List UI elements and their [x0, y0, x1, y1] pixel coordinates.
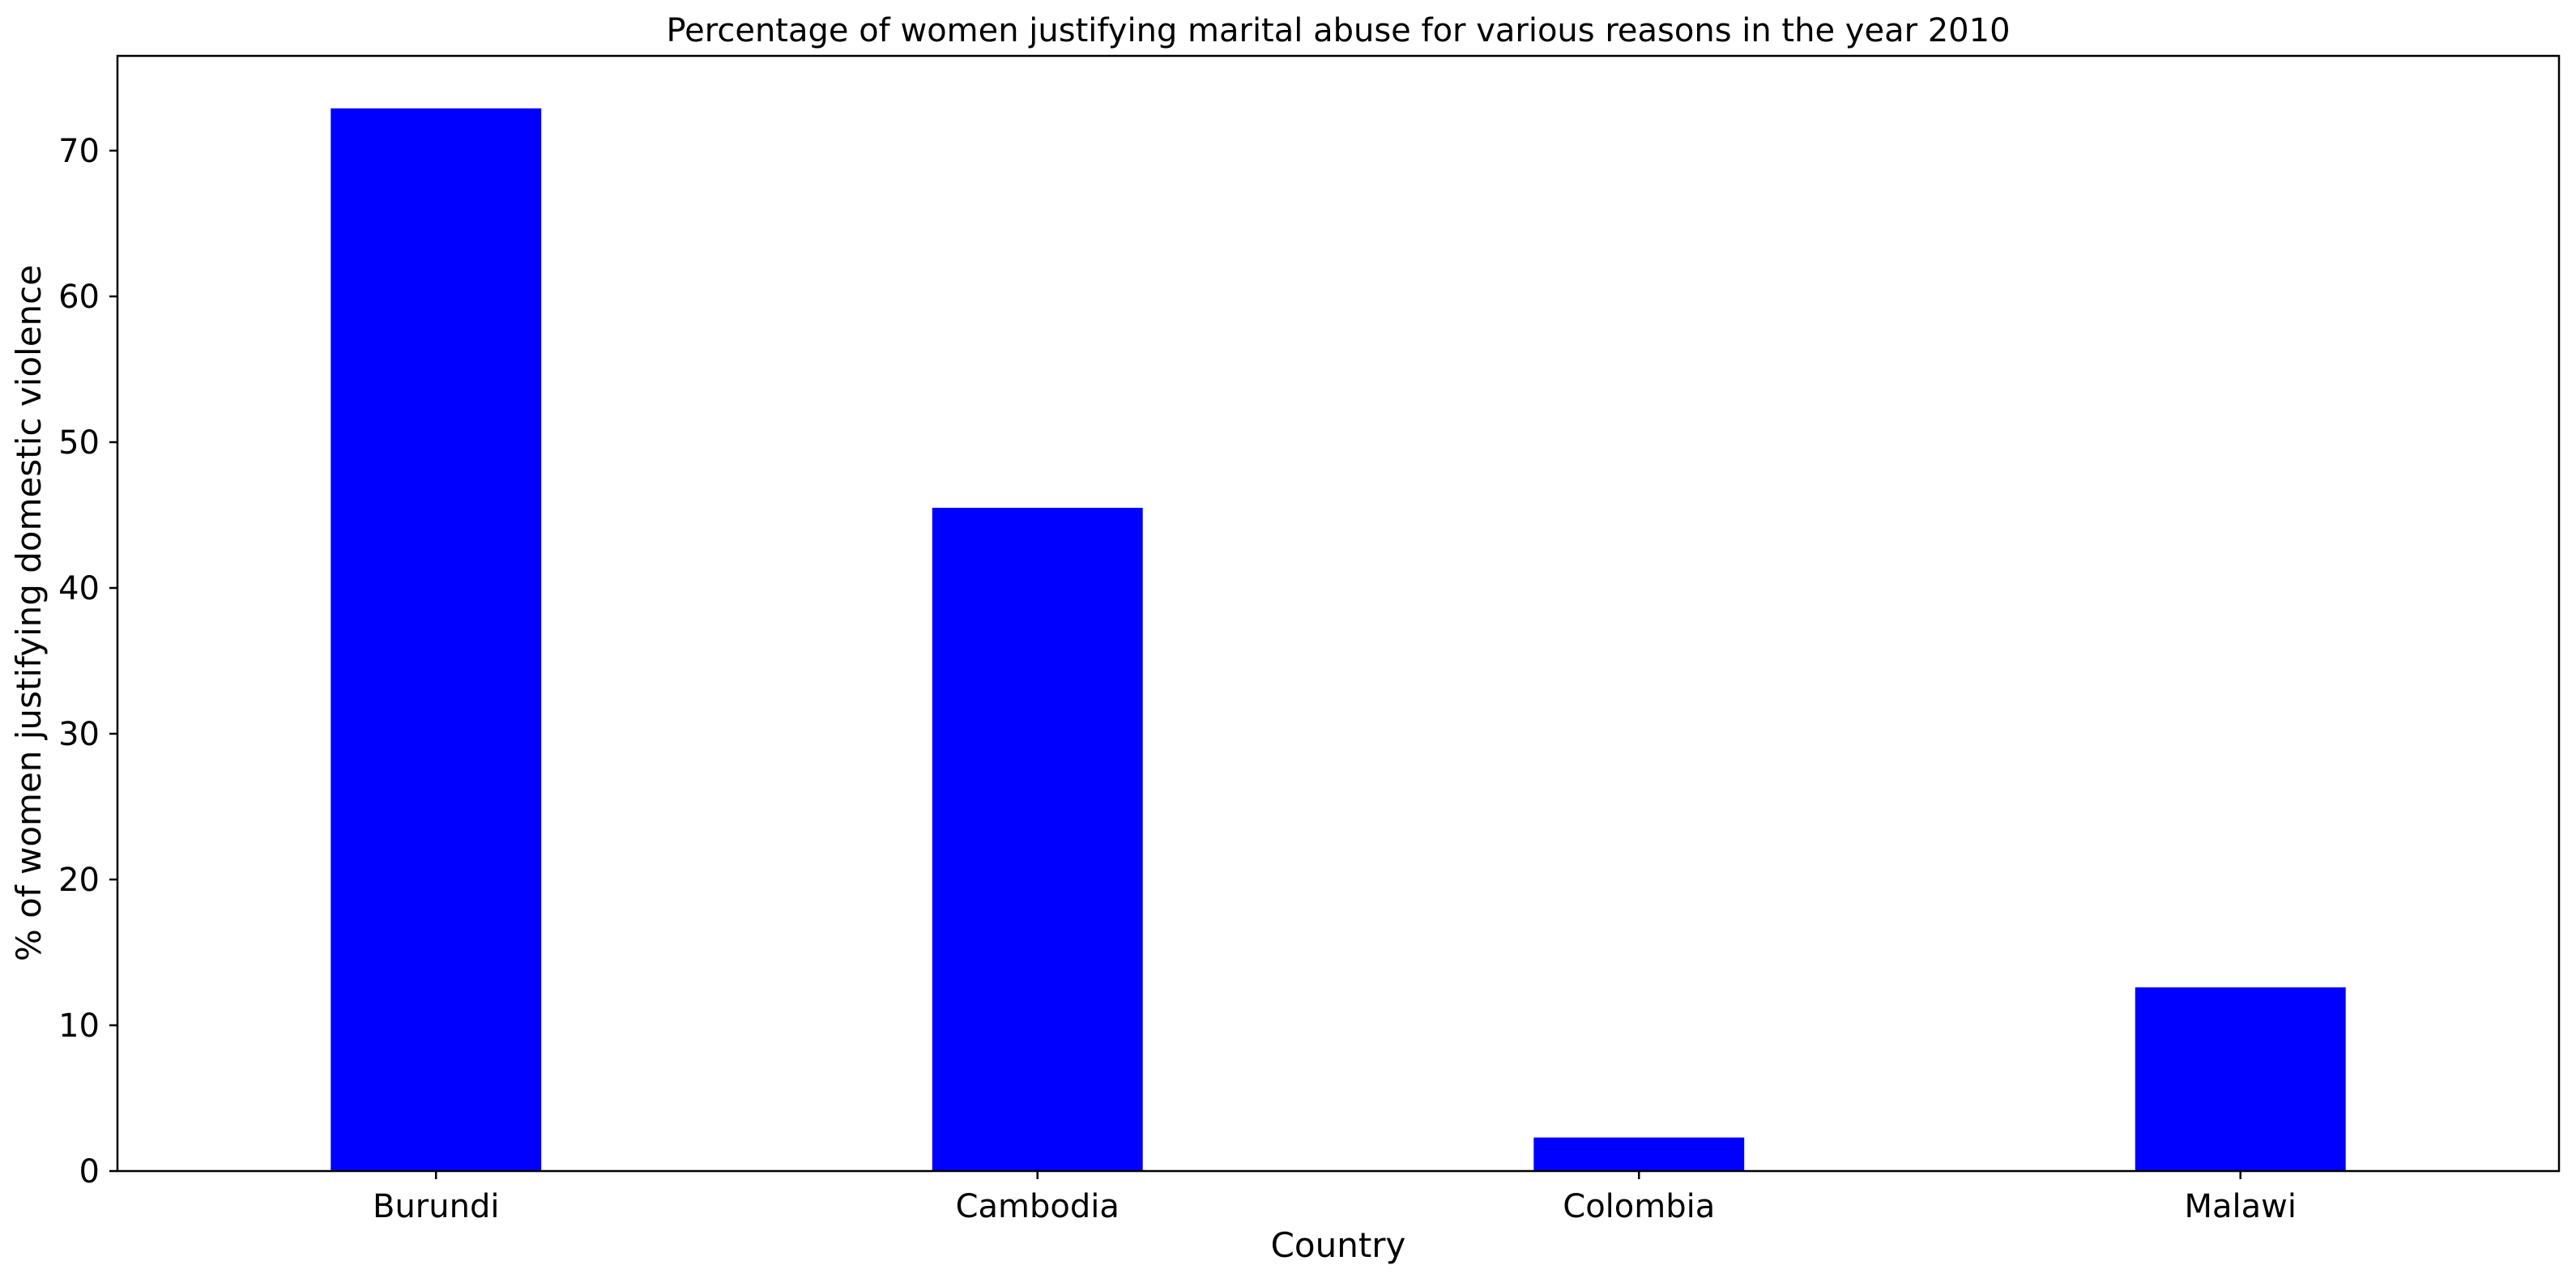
- x-tick-label: Colombia: [1563, 1188, 1715, 1225]
- bar-colombia: [1533, 1137, 1745, 1171]
- y-tick-label: 60: [58, 279, 100, 316]
- plot-frame: [116, 54, 2561, 1173]
- y-tick-label: 70: [58, 133, 100, 170]
- y-tick-label: 50: [58, 424, 100, 462]
- x-axis-label: Country: [1271, 1225, 1406, 1265]
- bar-cambodia: [932, 508, 1143, 1171]
- x-tick-label: Malawi: [2185, 1188, 2297, 1225]
- y-tick-label: 30: [58, 716, 100, 753]
- x-tick-label: Burundi: [373, 1188, 499, 1225]
- bars-layer: [331, 108, 2346, 1171]
- y-axis-label: % of women justifying domestic violence: [9, 265, 49, 961]
- y-tick-label: 10: [58, 1007, 100, 1045]
- y-axis: 0 10 20 30 40 50 60 70: [58, 133, 117, 1190]
- y-tick-label: 40: [58, 570, 100, 607]
- y-tick-label: 20: [58, 862, 100, 899]
- x-tick-label: Cambodia: [956, 1188, 1120, 1225]
- bar-burundi: [331, 108, 542, 1171]
- chart-title: Percentage of women justifying marital a…: [666, 12, 2010, 49]
- y-tick-label: 0: [79, 1153, 100, 1190]
- x-axis: Burundi Cambodia Colombia Malawi: [373, 1171, 2297, 1225]
- bar-malawi: [2135, 987, 2346, 1171]
